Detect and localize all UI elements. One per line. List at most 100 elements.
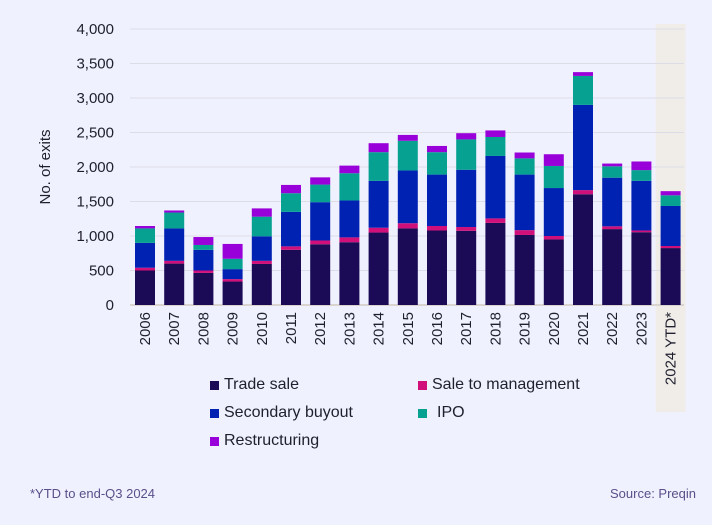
x-tick-label: 2015 xyxy=(400,312,417,345)
x-tick-label: 2018 xyxy=(487,312,504,345)
x-tick-label: 2011 xyxy=(283,312,300,344)
bar-segment-ipo xyxy=(193,244,214,250)
bar-segment-secondary-buyout xyxy=(573,104,593,191)
legend-swatch xyxy=(418,380,427,390)
bar-segment-trade-sale xyxy=(251,263,272,305)
bar-segment-trade-sale xyxy=(456,230,477,305)
bar-segment-ipo xyxy=(631,170,652,181)
bar-segment-sale-to-management xyxy=(631,230,652,233)
bar-segment-restructuring xyxy=(368,143,389,153)
bar-segment-secondary-buyout xyxy=(251,236,272,261)
bar-stack xyxy=(251,208,272,305)
y-axis-label: No. of exits xyxy=(37,129,54,204)
bar-segment-secondary-buyout xyxy=(135,242,155,268)
bar-segment-restructuring xyxy=(193,237,214,245)
bar-segment-secondary-buyout xyxy=(602,177,623,227)
x-tick-label: 2012 xyxy=(312,312,329,345)
bar-segment-sale-to-management xyxy=(456,227,477,231)
bar-segment-trade-sale xyxy=(485,222,506,305)
bar-segment-ipo xyxy=(660,195,681,206)
bar-segment-restructuring xyxy=(631,161,652,171)
bar-segment-restructuring xyxy=(573,72,593,76)
bar-segment-ipo xyxy=(310,184,331,203)
bar-segment-sale-to-management xyxy=(514,230,535,235)
bar-segment-sale-to-management xyxy=(135,267,155,271)
bar-segment-restructuring xyxy=(251,208,272,217)
bar-segment-restructuring xyxy=(397,134,418,141)
x-tick-label: 2010 xyxy=(254,312,271,345)
bar-stack xyxy=(164,210,185,305)
bar-segment-secondary-buyout xyxy=(222,269,243,280)
bar-segment-secondary-buyout xyxy=(281,211,301,247)
bar-segment-trade-sale xyxy=(573,194,593,305)
bar-segment-secondary-buyout xyxy=(485,155,506,219)
x-tick-label: 2009 xyxy=(225,312,242,345)
legend: Trade sale Sale to management Secondary … xyxy=(210,373,650,453)
bar-segment-secondary-buyout xyxy=(660,205,681,247)
x-tick-label: 2017 xyxy=(458,312,475,345)
bar-segment-ipo xyxy=(135,228,155,243)
bar-segment-trade-sale xyxy=(514,234,535,305)
bar-segment-secondary-buyout xyxy=(339,200,360,238)
bar-segment-restructuring xyxy=(339,165,360,174)
bar-segment-restructuring xyxy=(514,152,535,159)
bar-stack xyxy=(456,133,477,305)
bar-segment-trade-sale xyxy=(339,242,360,305)
bar-segment-restructuring xyxy=(222,243,243,259)
x-tick-label: 2016 xyxy=(429,312,446,345)
bar-segment-trade-sale xyxy=(135,270,155,305)
bar-segment-sale-to-management xyxy=(660,246,681,249)
bar-segment-trade-sale xyxy=(281,249,301,305)
bar-segment-secondary-buyout xyxy=(164,228,185,261)
x-tick-label: 2020 xyxy=(546,312,563,345)
x-tick-label: 2008 xyxy=(195,312,212,345)
bar-segment-secondary-buyout xyxy=(631,180,652,231)
bar-segment-ipo xyxy=(164,212,185,229)
source-note: Source: Preqin xyxy=(610,486,696,501)
bar-stack xyxy=(368,143,389,305)
legend-item-secondary-buyout: Secondary buyout xyxy=(210,401,418,425)
bar-segment-secondary-buyout xyxy=(397,170,418,224)
x-tick-label: 2022 xyxy=(604,312,621,345)
y-tick-label: 500 xyxy=(89,263,114,280)
bar-segment-restructuring xyxy=(485,130,506,137)
bar-segment-restructuring xyxy=(543,154,564,166)
bar-stack xyxy=(573,72,593,305)
legend-item-ipo: IPO xyxy=(418,401,638,425)
bar-stack xyxy=(397,134,418,305)
bar-stack xyxy=(660,191,681,305)
footnote: *YTD to end-Q3 2024 xyxy=(30,486,156,501)
x-tick-label: 2024 YTD* xyxy=(663,312,680,385)
bar-segment-sale-to-management xyxy=(339,237,360,243)
bar-stack xyxy=(631,161,652,305)
legend-label: IPO xyxy=(437,404,465,421)
bar-segment-sale-to-management xyxy=(427,225,447,231)
legend-label: Restructuring xyxy=(224,432,320,449)
bar-segment-ipo xyxy=(427,152,447,175)
bar-stack xyxy=(427,145,447,305)
x-tick-label: 2013 xyxy=(341,312,358,345)
bar-segment-restructuring xyxy=(456,133,477,140)
bar-stack xyxy=(281,184,301,305)
legend-swatch xyxy=(418,408,427,418)
bar-segment-trade-sale xyxy=(631,232,652,305)
bar-segment-restructuring xyxy=(310,177,331,185)
bar-segment-ipo xyxy=(573,75,593,105)
bar-stack xyxy=(485,130,506,305)
bar-segment-restructuring xyxy=(427,145,447,153)
bar-segment-restructuring xyxy=(660,191,681,196)
bar-segment-secondary-buyout xyxy=(427,174,447,226)
legend-swatch xyxy=(210,408,219,418)
legend-label: Trade sale xyxy=(224,376,299,393)
bar-segment-ipo xyxy=(485,136,506,156)
bar-segment-sale-to-management xyxy=(193,270,214,273)
bar-segment-restructuring xyxy=(602,163,623,167)
bar-segment-trade-sale xyxy=(310,244,331,305)
bar-segment-ipo xyxy=(222,258,243,270)
legend-swatch xyxy=(210,436,219,446)
bar-segment-restructuring xyxy=(164,210,185,213)
x-tick-label: 2021 xyxy=(575,312,592,345)
bar-segment-ipo xyxy=(514,158,535,175)
y-tick-label: 0 xyxy=(106,297,114,314)
